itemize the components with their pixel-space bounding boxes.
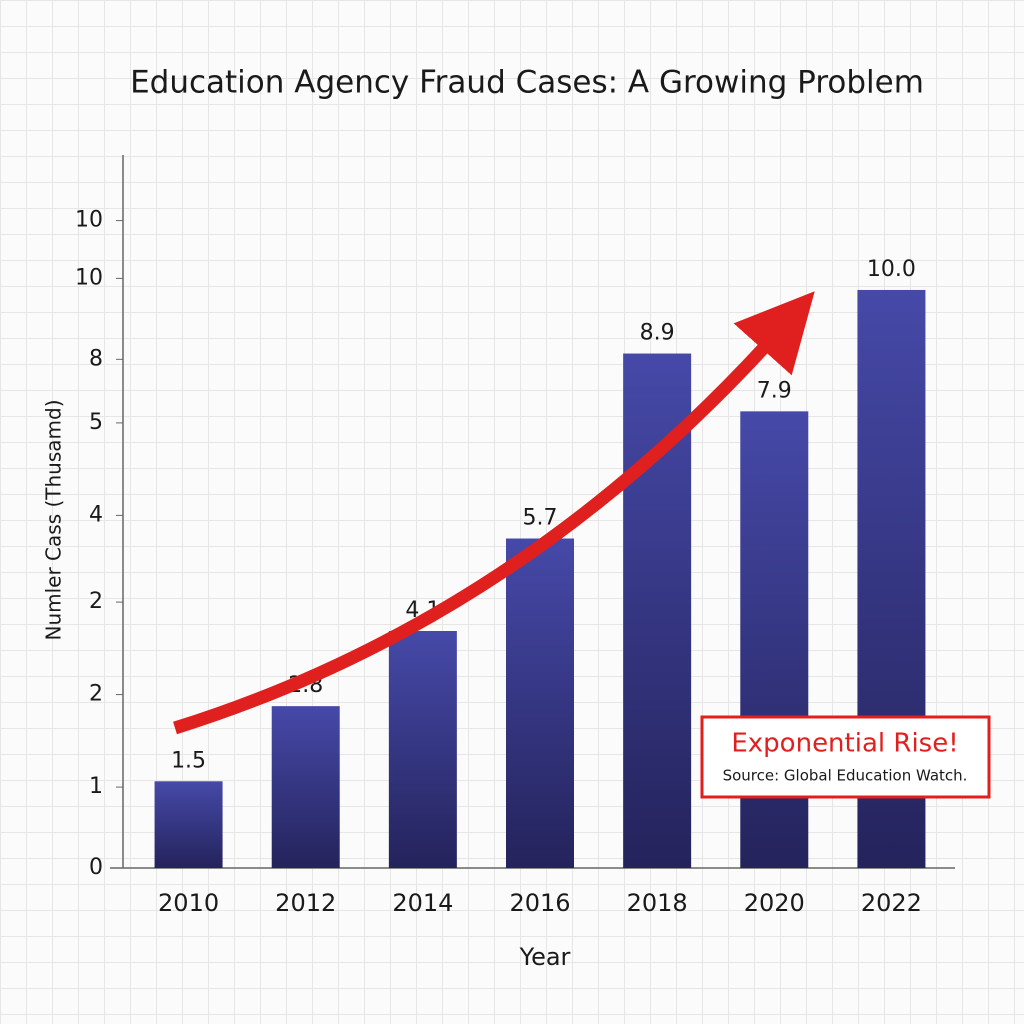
- y-tick-label: 0: [89, 855, 103, 880]
- data-label: 7.9: [757, 378, 792, 403]
- annotation-title: Exponential Rise!: [731, 729, 958, 759]
- x-tick-label: 2014: [392, 889, 453, 917]
- y-tick-label: 10: [75, 265, 103, 290]
- x-tick-label: 2022: [861, 889, 922, 917]
- data-label: 8.9: [640, 321, 675, 346]
- y-tick-label: 1: [89, 774, 103, 799]
- data-label: 10.0: [867, 257, 916, 282]
- y-axis-label: Numler Cass (Thusamd): [42, 399, 66, 640]
- x-tick-label: 2018: [627, 889, 688, 917]
- bar: [154, 781, 223, 868]
- annotation-box: [700, 715, 991, 799]
- x-axis-label: Year: [519, 943, 571, 971]
- x-tick-label: 2016: [509, 889, 570, 917]
- y-tick-label: 2: [89, 682, 103, 707]
- bar: [388, 631, 457, 868]
- y-tick-label: 10: [75, 208, 103, 233]
- marks: 0122458101020101.520122.820144.120165.72…: [75, 208, 926, 917]
- bar: [271, 706, 340, 868]
- x-tick-label: 2020: [744, 889, 805, 917]
- trend-arrow: [173, 291, 815, 735]
- bar: [740, 411, 809, 868]
- x-tick-label: 2012: [275, 889, 336, 917]
- data-label: 1.5: [171, 748, 206, 773]
- y-tick-label: 4: [89, 502, 103, 527]
- x-tick-label: 2010: [158, 889, 219, 917]
- chart-title: Education Agency Fraud Cases: A Growing …: [130, 65, 924, 101]
- data-label: 5.7: [523, 506, 558, 531]
- y-tick-label: 5: [89, 410, 103, 435]
- bar: [506, 538, 574, 868]
- annotation-source: Source: Global Education Watch.: [723, 767, 968, 785]
- y-tick-label: 2: [89, 589, 103, 614]
- y-tick-label: 8: [89, 346, 103, 371]
